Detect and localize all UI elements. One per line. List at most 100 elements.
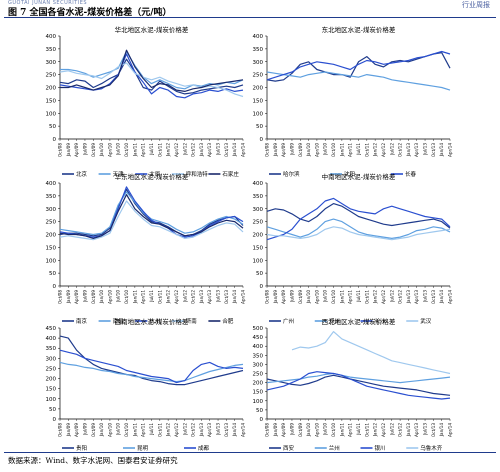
y-tick-label: 400 [46,336,57,342]
x-tick-label: Jan/13 [406,423,411,438]
legend-label: 乌鲁木齐 [420,444,443,452]
y-tick-label: 150 [253,245,264,251]
legend-label: 郑州 [329,317,340,325]
series-line-武汉 [266,226,451,241]
y-tick-label: 0 [260,137,264,143]
y-tick-label: 400 [253,344,264,350]
legend-label: 济南 [186,317,198,325]
series-line-石家庄 [60,49,244,92]
y-tick-label: 200 [253,86,264,92]
x-tick-label: Apr/09 [74,290,79,304]
x-tick-label: Jan/12 [166,290,171,305]
y-tick-label: 50 [256,408,263,414]
series-line-昆明 [59,361,244,383]
x-tick-label: Jan/09 [66,143,71,158]
x-tick-label: Apr/11 [348,423,353,437]
x-tick-label: Oct/10 [331,423,336,437]
x-tick-label: Jan/11 [132,143,137,158]
x-tick-label: Jul/10 [323,423,328,436]
x-tick-label: Jul/09 [289,423,294,436]
y-tick-label: 250 [253,73,264,79]
y-tick-label: 300 [46,207,57,213]
x-tick-label: Jul/10 [116,143,121,156]
x-tick-label: Jul/11 [149,143,154,156]
legend-label: 哈尔滨 [283,170,300,178]
y-tick-label: 400 [46,181,57,187]
y-tick-label: 50 [49,271,56,277]
y-tick-label: 150 [46,245,57,251]
y-tick-label: 300 [253,207,264,213]
y-tick-label: 100 [46,111,57,117]
series-line-长沙 [266,197,451,241]
x-tick-label: Jul/13 [216,143,221,156]
x-tick-label: Apr/13 [414,423,419,437]
x-tick-label: Apr/12 [174,143,179,157]
x-tick-label: Oct/09 [298,290,303,304]
x-tick-label: Jan/10 [306,143,311,158]
x-tick-label: Oct/10 [124,290,129,304]
y-tick-label: 0 [260,417,264,423]
x-tick-label: Jul/11 [356,423,361,436]
x-tick-label: Oct/08 [58,143,63,157]
x-tick-label: Oct/08 [58,290,63,304]
y-tick-label: 350 [253,47,264,53]
x-tick-label: Jul/10 [116,423,121,436]
x-tick-label: Jul/12 [182,290,187,303]
x-tick-label: Apr/14 [448,143,453,157]
x-tick-label: Jan/10 [306,423,311,438]
y-tick-label: 0 [53,417,57,423]
x-tick-label: Oct/09 [91,143,96,157]
x-tick-label: Oct/13 [431,290,436,304]
x-tick-label: Jan/12 [166,423,171,438]
legend-label: 武汉 [420,317,432,325]
x-tick-label: Oct/13 [224,423,229,437]
x-tick-label: Jan/10 [99,143,104,158]
y-tick-label: 250 [253,372,264,378]
x-tick-label: Apr/14 [448,290,453,304]
x-tick-label: Oct/10 [331,143,336,157]
x-tick-label: Oct/11 [364,290,369,304]
x-tick-label: Oct/11 [364,423,369,437]
y-tick-label: 300 [46,356,57,362]
x-tick-label: Oct/12 [398,290,403,304]
footer-divider [4,452,496,453]
x-tick-label: Apr/10 [107,143,112,157]
y-tick-label: 500 [253,326,264,332]
x-tick-label: Oct/08 [265,143,270,157]
x-tick-label: Jul/09 [289,290,294,303]
x-tick-label: Jul/11 [356,290,361,303]
x-tick-label: Apr/10 [314,423,319,437]
x-tick-label: Apr/10 [107,290,112,304]
series-line-西安 [266,374,451,396]
y-tick-label: 150 [46,387,57,393]
x-tick-label: Jul/11 [149,290,154,303]
x-tick-label: Jul/11 [356,143,361,156]
x-tick-label: Oct/08 [265,423,270,437]
x-tick-label: Jan/13 [406,143,411,158]
x-tick-label: Oct/12 [398,143,403,157]
x-tick-label: Oct/12 [398,423,403,437]
x-tick-label: Apr/11 [141,423,146,437]
report-type-label: 行业周报 [462,1,490,9]
x-tick-label: Jul/11 [149,423,154,436]
x-tick-label: Oct/11 [364,143,369,157]
legend-label: 西安 [283,444,295,452]
x-tick-label: Apr/14 [241,143,246,157]
chart-title: 东北地区水泥-煤炭价格差 [322,25,396,34]
chart-title: 西南地区水泥-煤炭价格差 [115,317,189,326]
x-tick-label: Oct/09 [298,423,303,437]
x-tick-label: Jan/11 [339,290,344,305]
x-tick-label: Jul/09 [289,143,294,156]
title-divider [4,17,496,18]
x-tick-label: Jan/11 [339,143,344,158]
y-tick-label: 0 [53,137,57,143]
series-line-太原 [59,53,244,99]
x-tick-label: Jan/13 [406,290,411,305]
chart-panel-4: 中南地区水泥-煤炭价格差 0 50 100 150 200 250 300 350 400 Oct/… [253,172,453,325]
y-tick-label: 200 [46,377,57,383]
x-tick-label: Apr/12 [381,290,386,304]
chart-title: 中南地区水泥-煤炭价格差 [322,172,396,181]
y-tick-label: 250 [46,220,57,226]
x-tick-label: Apr/14 [241,423,246,437]
x-tick-label: Jan/14 [439,290,444,305]
